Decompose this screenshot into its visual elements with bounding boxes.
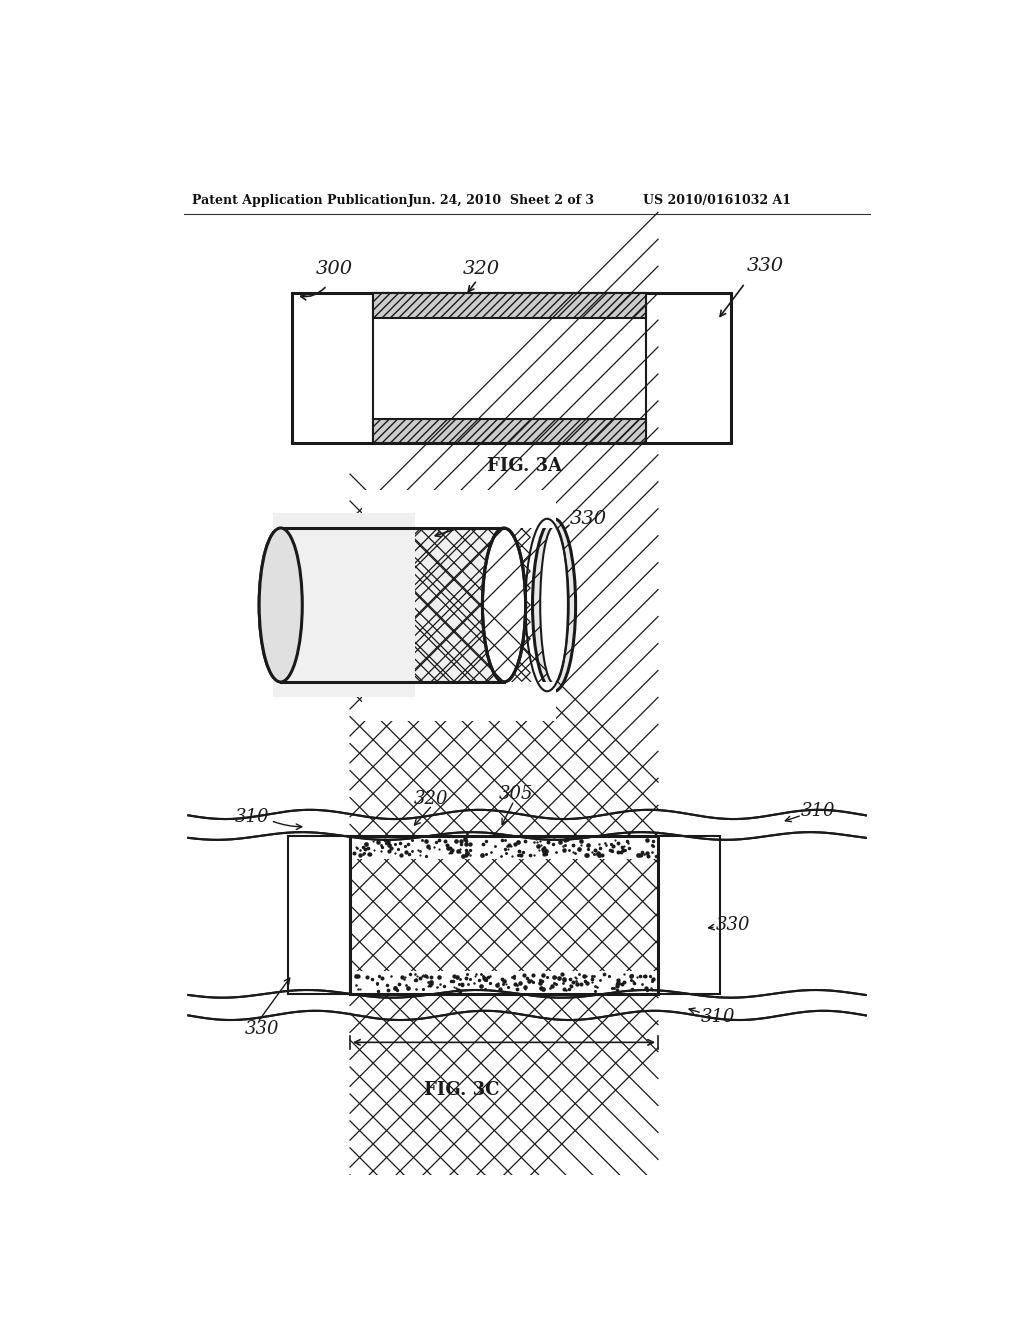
Bar: [373, 293, 646, 318]
Text: 320: 320: [414, 791, 449, 808]
Bar: [350, 836, 658, 994]
Text: FIG. 3B: FIG. 3B: [400, 696, 477, 714]
Bar: [350, 970, 658, 994]
Text: 330: 330: [716, 916, 751, 933]
Ellipse shape: [259, 528, 302, 682]
Text: 310: 310: [801, 803, 835, 820]
Text: US 2010/0161032 A1: US 2010/0161032 A1: [643, 194, 791, 207]
Text: 330: 330: [746, 257, 783, 276]
Text: FIG. 3C: FIG. 3C: [424, 1081, 500, 1100]
Bar: [373, 293, 646, 444]
Ellipse shape: [541, 527, 568, 684]
Ellipse shape: [532, 519, 575, 692]
Text: 305: 305: [499, 785, 532, 804]
Ellipse shape: [259, 528, 302, 682]
Bar: [658, 836, 720, 994]
Text: 310: 310: [234, 808, 269, 826]
Bar: [273, 512, 416, 697]
Ellipse shape: [482, 528, 525, 682]
Bar: [373, 418, 646, 444]
Text: FIG. 3A: FIG. 3A: [487, 458, 562, 475]
Bar: [361, 682, 556, 721]
Bar: [350, 836, 658, 859]
Text: 320: 320: [484, 506, 522, 523]
Bar: [289, 836, 350, 994]
Bar: [350, 836, 658, 994]
Text: 320: 320: [463, 260, 500, 277]
Text: 330: 330: [569, 510, 606, 528]
Text: 330: 330: [245, 1019, 279, 1038]
Text: Jun. 24, 2010  Sheet 2 of 3: Jun. 24, 2010 Sheet 2 of 3: [408, 194, 595, 207]
Bar: [292, 293, 731, 444]
Text: 310: 310: [700, 1008, 735, 1026]
Bar: [361, 490, 556, 528]
Text: Patent Application Publication: Patent Application Publication: [193, 194, 408, 207]
Bar: [281, 528, 504, 682]
Text: 300: 300: [315, 260, 352, 277]
